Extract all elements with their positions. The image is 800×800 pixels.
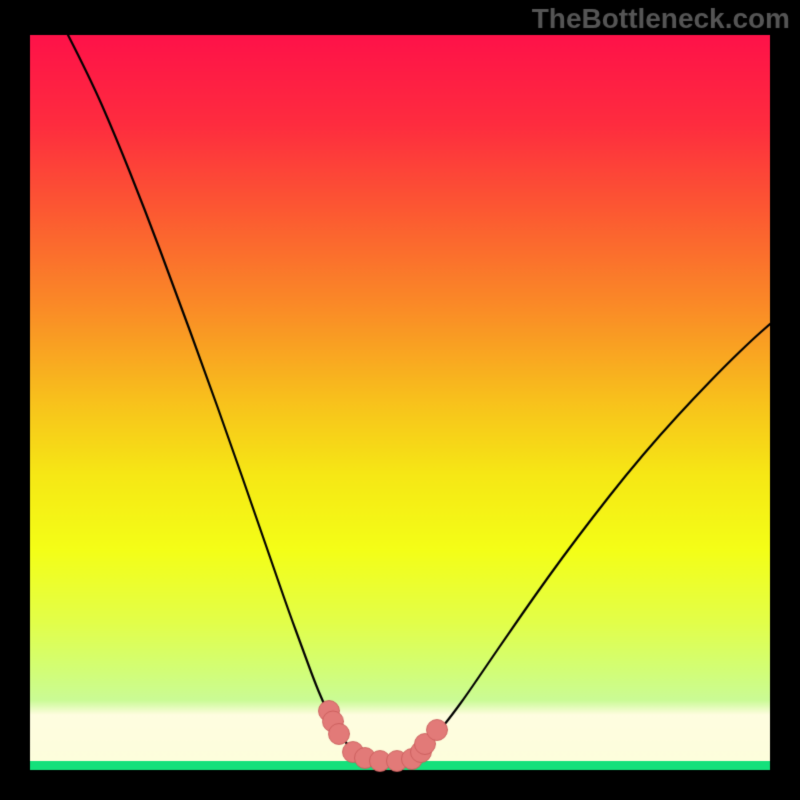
bottleneck-chart	[0, 0, 800, 800]
